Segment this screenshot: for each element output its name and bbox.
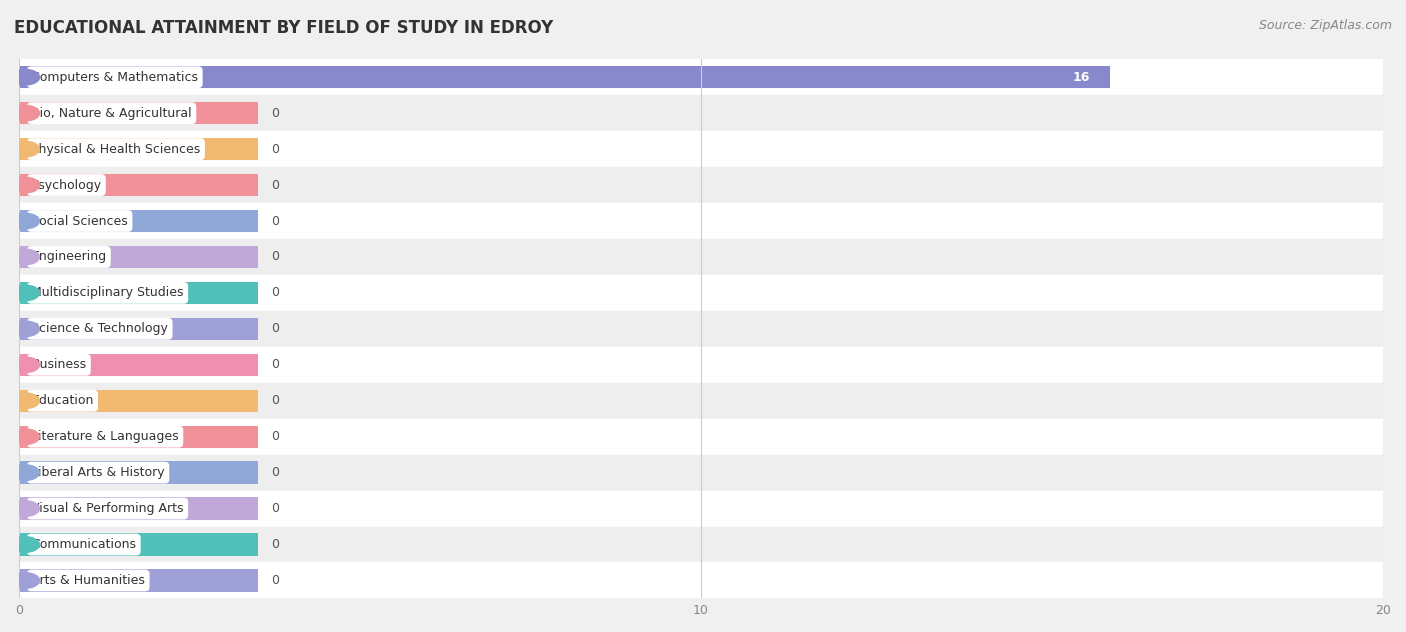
Text: 0: 0 <box>271 574 280 587</box>
Text: Business: Business <box>31 358 86 371</box>
Bar <box>20 454 1384 490</box>
Bar <box>20 461 257 483</box>
Bar <box>20 526 1384 562</box>
Text: Engineering: Engineering <box>31 250 107 264</box>
Bar <box>20 210 257 232</box>
Bar <box>20 275 1384 311</box>
Text: Communications: Communications <box>31 538 136 551</box>
Bar <box>20 490 1384 526</box>
Text: 0: 0 <box>271 358 280 371</box>
Text: Visual & Performing Arts: Visual & Performing Arts <box>31 502 184 515</box>
Bar <box>20 246 257 268</box>
Bar <box>20 95 1384 131</box>
Text: 0: 0 <box>271 214 280 228</box>
Circle shape <box>10 141 39 157</box>
Bar <box>20 318 257 340</box>
Text: Computers & Mathematics: Computers & Mathematics <box>31 71 198 83</box>
Bar <box>20 239 1384 275</box>
Bar <box>20 562 1384 599</box>
Circle shape <box>10 573 39 588</box>
Circle shape <box>10 177 39 193</box>
Text: 0: 0 <box>271 250 280 264</box>
Text: 0: 0 <box>271 179 280 191</box>
Bar <box>20 102 257 125</box>
Bar <box>20 282 257 304</box>
Circle shape <box>10 537 39 552</box>
Circle shape <box>10 428 39 444</box>
Text: 0: 0 <box>271 322 280 336</box>
Bar <box>20 203 1384 239</box>
Circle shape <box>10 106 39 121</box>
Text: EDUCATIONAL ATTAINMENT BY FIELD OF STUDY IN EDROY: EDUCATIONAL ATTAINMENT BY FIELD OF STUDY… <box>14 19 554 37</box>
Bar <box>20 569 257 592</box>
Text: 0: 0 <box>271 143 280 155</box>
Bar <box>20 425 257 448</box>
Text: 0: 0 <box>271 107 280 119</box>
Bar <box>20 389 257 412</box>
Text: Liberal Arts & History: Liberal Arts & History <box>31 466 165 479</box>
Text: 0: 0 <box>271 466 280 479</box>
Text: Social Sciences: Social Sciences <box>31 214 128 228</box>
Circle shape <box>10 249 39 265</box>
Text: Multidisciplinary Studies: Multidisciplinary Studies <box>31 286 184 300</box>
Text: 0: 0 <box>271 394 280 407</box>
Text: Source: ZipAtlas.com: Source: ZipAtlas.com <box>1258 19 1392 32</box>
Text: Arts & Humanities: Arts & Humanities <box>31 574 145 587</box>
Bar <box>20 497 257 520</box>
Circle shape <box>10 70 39 85</box>
Text: Physical & Health Sciences: Physical & Health Sciences <box>31 143 201 155</box>
Circle shape <box>10 465 39 480</box>
Circle shape <box>10 285 39 301</box>
Text: 16: 16 <box>1073 71 1090 83</box>
Circle shape <box>10 321 39 337</box>
Bar <box>20 59 1384 95</box>
Bar <box>20 533 257 556</box>
Circle shape <box>10 501 39 516</box>
Bar <box>20 167 1384 203</box>
Circle shape <box>10 213 39 229</box>
Bar <box>20 138 257 161</box>
Text: 0: 0 <box>271 430 280 443</box>
Bar <box>20 66 1111 88</box>
Text: Science & Technology: Science & Technology <box>31 322 169 336</box>
Text: 0: 0 <box>271 502 280 515</box>
Text: 0: 0 <box>271 286 280 300</box>
Bar <box>20 419 1384 454</box>
Text: Bio, Nature & Agricultural: Bio, Nature & Agricultural <box>31 107 191 119</box>
Bar <box>20 174 257 196</box>
Text: Psychology: Psychology <box>31 179 101 191</box>
Bar <box>20 311 1384 347</box>
Bar <box>20 354 257 376</box>
Circle shape <box>10 357 39 373</box>
Text: 0: 0 <box>271 538 280 551</box>
Text: Education: Education <box>31 394 94 407</box>
Bar <box>20 383 1384 419</box>
Bar <box>20 131 1384 167</box>
Bar <box>20 347 1384 383</box>
Circle shape <box>10 393 39 409</box>
Text: Literature & Languages: Literature & Languages <box>31 430 179 443</box>
